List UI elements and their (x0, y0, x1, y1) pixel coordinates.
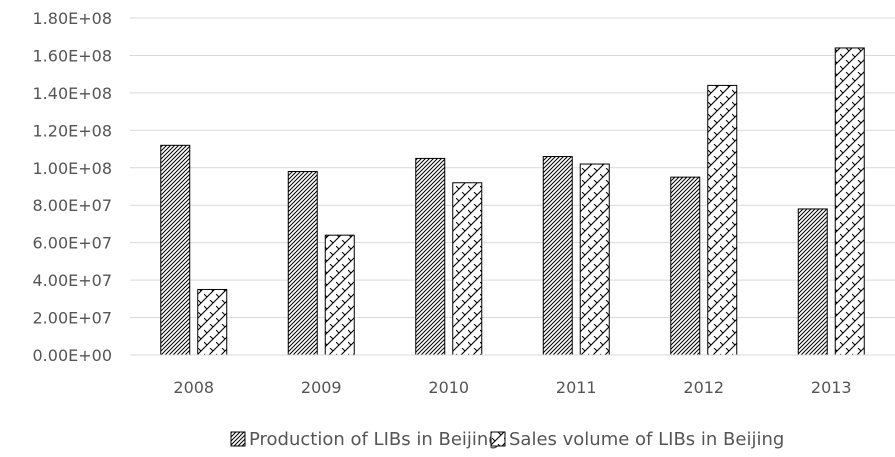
bar-production-2011 (542, 156, 573, 356)
bar-sales-2013 (834, 47, 865, 356)
y-tick-label: 1.20E+08 (33, 121, 113, 140)
y-tick-label: 2.00E+07 (33, 309, 113, 328)
y-tick-label: 6.00E+07 (33, 234, 113, 253)
legend-swatch-production (230, 431, 246, 447)
y-axis-tick-labels: 0.00E+00 2.00E+07 4.00E+07 6.00E+07 8.00E+07… (33, 9, 113, 365)
x-tick-label: 2012 (683, 378, 724, 397)
y-tick-label: 1.00E+08 (33, 159, 113, 178)
bar-sales-2009 (324, 234, 355, 356)
legend-label-production: Production of LIBs in Beijing (249, 429, 500, 450)
bar-production-2013 (797, 208, 828, 356)
bar-sales-2010 (452, 182, 483, 356)
y-tick-label: 8.00E+07 (33, 196, 113, 215)
bar-production-2008 (160, 144, 191, 356)
y-tick-label: 1.80E+08 (33, 9, 113, 28)
bar-production-2009 (287, 171, 318, 356)
legend-label-sales: Sales volume of LIBs in Beijing (509, 429, 784, 450)
bars (160, 47, 865, 356)
y-tick-label: 4.00E+07 (33, 271, 113, 290)
x-tick-label: 2009 (301, 378, 342, 397)
bar-sales-2008 (197, 288, 228, 356)
x-axis-tick-labels: 2008 2009 2010 2011 2012 2013 (173, 378, 851, 397)
y-tick-label: 0.00E+00 (33, 346, 113, 365)
legend: Production of LIBs in Beijing Sales volum… (230, 429, 784, 450)
y-tick-label: 1.60E+08 (33, 46, 113, 65)
x-tick-label: 2011 (556, 378, 597, 397)
gridlines (130, 17, 895, 319)
bar-sales-2011 (579, 163, 610, 356)
x-tick-label: 2010 (428, 378, 469, 397)
y-tick-label: 1.40E+08 (33, 84, 113, 103)
legend-swatch-sales (490, 431, 506, 447)
x-tick-label: 2013 (811, 378, 852, 397)
bar-production-2010 (415, 157, 446, 356)
bar-production-2012 (670, 176, 701, 356)
bar-sales-2012 (707, 84, 738, 356)
x-tick-label: 2008 (173, 378, 214, 397)
